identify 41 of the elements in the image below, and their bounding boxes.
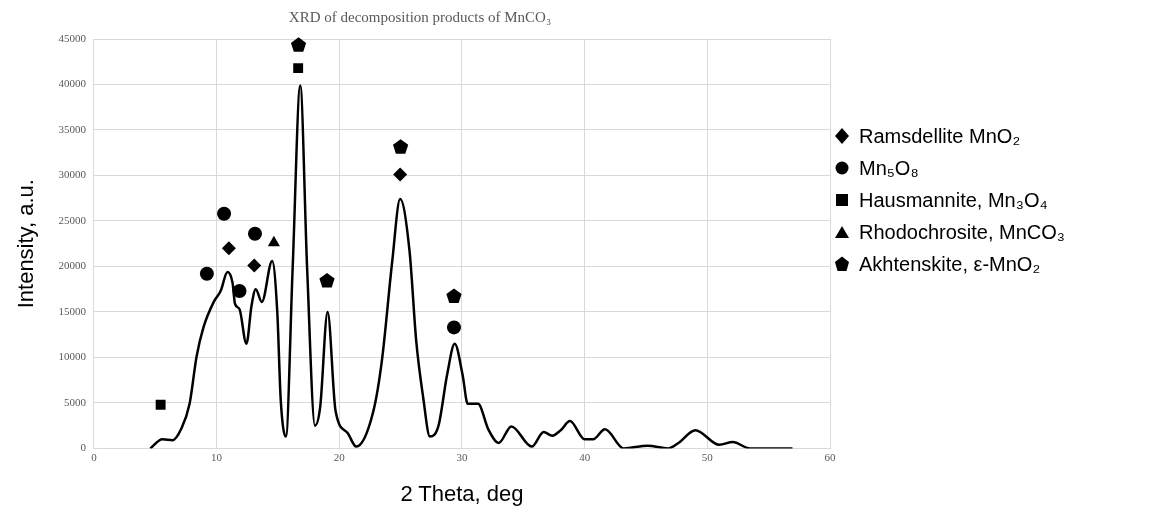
y-tick-label: 35000 bbox=[58, 122, 87, 135]
y-axis-title: Intensity, a.u. bbox=[13, 179, 39, 309]
legend-label: Hausmannite, Mn₃O₄ bbox=[859, 188, 1048, 212]
point bbox=[393, 167, 408, 182]
y-tick-label: 15000 bbox=[58, 304, 87, 317]
point bbox=[393, 139, 409, 154]
point bbox=[232, 284, 247, 299]
x-tick-label: 60 bbox=[824, 450, 836, 463]
y-tick-label: 25000 bbox=[58, 213, 87, 226]
point bbox=[446, 288, 462, 303]
y-tick-label: 10000 bbox=[58, 350, 87, 363]
point bbox=[155, 399, 166, 410]
point bbox=[247, 258, 262, 273]
point bbox=[199, 266, 214, 281]
point bbox=[267, 235, 280, 247]
point bbox=[293, 63, 304, 74]
legend-label: Ramsdellite MnO₂ bbox=[859, 124, 1021, 148]
point bbox=[446, 320, 461, 335]
x-tick-label: 30 bbox=[456, 450, 468, 463]
point bbox=[319, 273, 335, 288]
legend-label: Rhodochrosite, MnCO₃ bbox=[859, 220, 1066, 244]
point bbox=[290, 37, 307, 52]
x-tick-label: 20 bbox=[333, 450, 346, 463]
y-tick-label: 30000 bbox=[58, 168, 87, 181]
y-tick-label: 5000 bbox=[63, 395, 87, 408]
y-tick-label: 40000 bbox=[58, 77, 87, 90]
chart-title: XRD of decomposition products of MnCO₃ bbox=[288, 8, 552, 25]
x-tick-label: 0 bbox=[91, 450, 98, 463]
y-tick-label: 45000 bbox=[58, 31, 87, 44]
legend-label: Akhtenskite, ε-MnO₂ bbox=[859, 252, 1041, 276]
x-tick-label: 50 bbox=[701, 450, 714, 463]
x-tick-label: 10 bbox=[211, 450, 223, 463]
legend-label: Mn₅O₈ bbox=[859, 156, 919, 180]
y-tick-label: 20000 bbox=[58, 259, 87, 272]
y-tick-label: 0 bbox=[80, 441, 87, 454]
x-tick-label: 40 bbox=[579, 450, 591, 463]
line-series bbox=[149, 84, 794, 449]
x-axis-title: 2 Theta, deg bbox=[400, 480, 524, 506]
point bbox=[217, 206, 232, 221]
point bbox=[221, 241, 236, 256]
point bbox=[247, 226, 262, 241]
